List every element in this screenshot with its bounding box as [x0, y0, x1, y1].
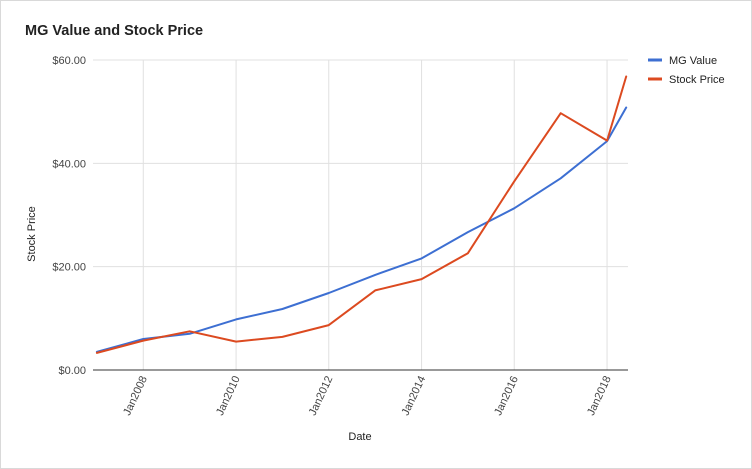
legend-label-mg-value: MG Value [669, 55, 717, 67]
y-axis-label: Stock Price [26, 206, 38, 262]
y-tick-label: $40.00 [52, 158, 86, 170]
x-tick-label: Jan2008 [121, 374, 150, 417]
x-tick-label: Jan2010 [214, 374, 243, 417]
x-tick-label: Jan2014 [400, 374, 429, 417]
x-axis-label: Date [348, 431, 371, 443]
x-tick-labels: Jan2008 Jan2010 Jan2012 Jan2014 Jan2016 Jan20… [121, 374, 613, 417]
series-lines [95, 75, 628, 354]
y-tick-label: $20.00 [52, 262, 86, 274]
legend: MG Value Stock Price [648, 55, 725, 86]
chart-title: MG Value and Stock Price [25, 23, 204, 39]
legend-label-stock-price: Stock Price [669, 74, 725, 86]
gridlines [93, 59, 628, 370]
series-line-stock-price [95, 75, 628, 354]
x-tick-label: Jan2012 [307, 374, 336, 417]
y-tick-label: $60.00 [52, 55, 86, 67]
y-tick-labels: $0.00 $20.00 $40.00 $60.00 [52, 55, 86, 377]
x-tick-label: Jan2016 [492, 374, 521, 417]
x-tick-label: Jan2018 [585, 374, 614, 417]
series-line-mg-value [95, 106, 628, 353]
y-tick-label: $0.00 [58, 365, 86, 377]
